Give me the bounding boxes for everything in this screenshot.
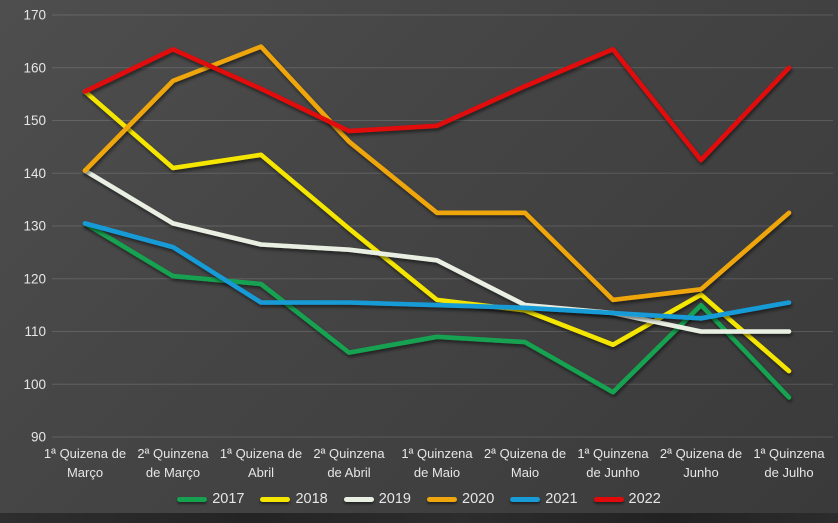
legend-item-2019[interactable]: 2019: [343, 491, 411, 507]
legend-item-2018[interactable]: 2018: [260, 491, 328, 507]
y-axis-tick-110: 110: [24, 324, 46, 339]
y-axis-tick-90: 90: [31, 430, 46, 445]
x-axis-label-3: 1ª Quizena de Abril: [220, 446, 302, 480]
legend-item-2021[interactable]: 2021: [510, 491, 578, 507]
x-axis-label-6: 2ª Quizena de Maio: [484, 446, 566, 480]
legend-swatch-2020: [427, 496, 457, 502]
x-axis-label-5: 1ª Quinzena de Maio: [401, 446, 473, 480]
y-axis-tick-140: 140: [23, 166, 46, 181]
x-axis-label-9: 1ª Quinzena de Julho: [753, 446, 825, 480]
y-axis-tick-170: 170: [23, 8, 46, 23]
legend-swatch-2017: [177, 496, 208, 502]
legend-label-2020: 2020: [462, 491, 495, 507]
chart-legend: 2017 2018 2019 2020 2021 2022: [0, 487, 838, 511]
series-line-2018[interactable]: [82, 89, 792, 374]
legend-label-2022: 2022: [628, 491, 661, 507]
x-axis-label-8: 2ª Quizena de Junho: [660, 446, 742, 480]
y-axis-tick-130: 130: [23, 219, 46, 234]
legend-item-2017[interactable]: 2017: [177, 491, 244, 507]
legend-item-2020[interactable]: 2020: [427, 491, 494, 507]
y-axis-tick-160: 160: [23, 60, 46, 75]
series-line-2017[interactable]: [82, 221, 792, 400]
x-axis-label-4: 2ª Quinzena de Abril: [313, 446, 385, 480]
legend-label-2019: 2019: [378, 491, 411, 507]
legend-swatch-2019: [343, 496, 374, 502]
legend-label-2021: 2021: [545, 491, 578, 507]
y-axis-tick-100: 100: [23, 377, 46, 392]
x-axis-label-1: 1ª Quizena de Março: [44, 446, 126, 480]
legend-swatch-2022: [593, 496, 624, 502]
window-bottom-edge: [0, 513, 838, 523]
series-line-2019[interactable]: [82, 168, 792, 334]
x-axis-label-2: 2ª Quinzena de Março: [137, 446, 209, 480]
legend-swatch-2018: [260, 496, 291, 502]
series-line-2020[interactable]: [82, 44, 792, 303]
legend-swatch-2021: [510, 496, 541, 502]
y-axis-tick-150: 150: [23, 113, 46, 128]
series-line-2021[interactable]: [82, 221, 792, 321]
legend-label-2017: 2017: [212, 491, 245, 507]
y-axis-tick-120: 120: [23, 271, 46, 286]
x-axis-label-7: 1ª Quinzena de Junho: [577, 446, 649, 480]
legend-label-2018: 2018: [295, 491, 328, 507]
series-line-2022[interactable]: [82, 47, 792, 163]
legend-item-2022[interactable]: 2022: [593, 491, 661, 507]
